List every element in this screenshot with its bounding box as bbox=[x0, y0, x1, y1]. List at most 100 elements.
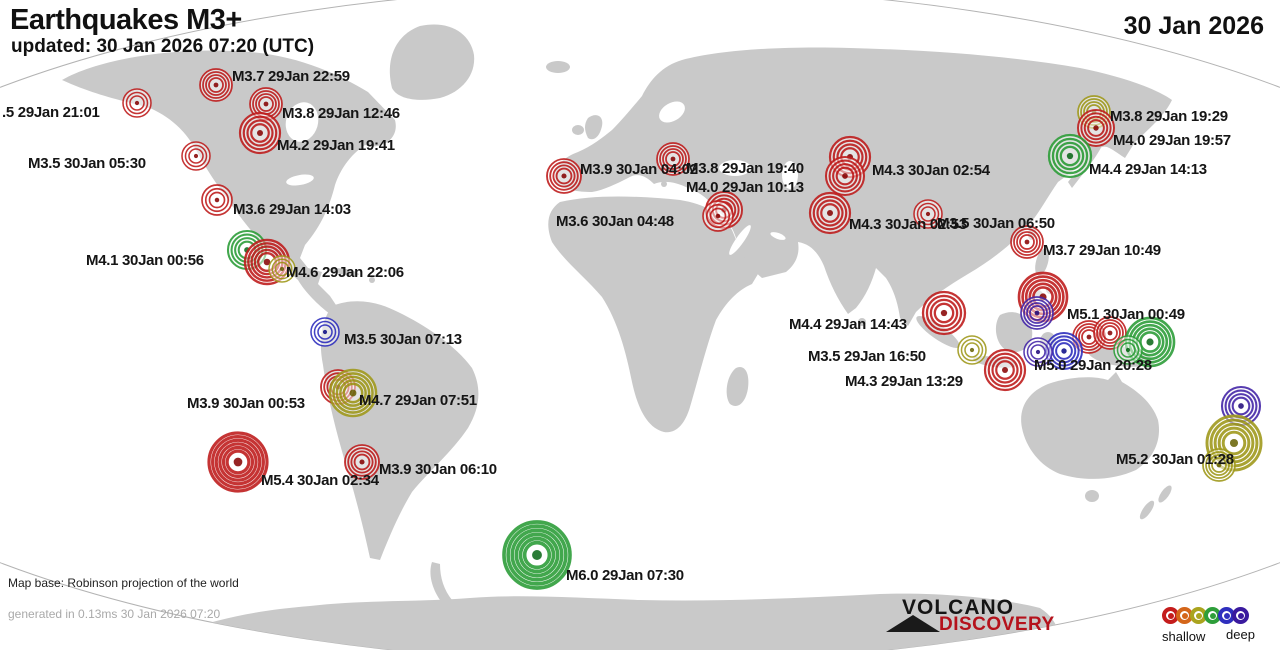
quake-label: .5 29Jan 21:01 bbox=[2, 104, 100, 121]
quake-marker[interactable] bbox=[238, 111, 282, 155]
island-tasmania bbox=[1085, 490, 1099, 502]
legend-rings bbox=[1162, 607, 1249, 625]
quake-label: M3.5 30Jan 07:13 bbox=[344, 331, 462, 348]
continent-africa bbox=[548, 196, 758, 433]
quake-marker[interactable] bbox=[1202, 448, 1236, 482]
quake-marker[interactable] bbox=[344, 444, 380, 480]
quake-marker[interactable] bbox=[1047, 133, 1093, 179]
quake-label: M3.9 30Jan 00:53 bbox=[187, 395, 305, 412]
quake-marker[interactable] bbox=[1113, 335, 1143, 365]
quake-marker[interactable] bbox=[921, 290, 967, 336]
quake-marker[interactable] bbox=[1205, 414, 1263, 472]
quake-marker[interactable] bbox=[207, 431, 269, 493]
quake-marker[interactable] bbox=[808, 191, 852, 235]
quake-label: M3.5 30Jan 05:30 bbox=[28, 155, 146, 172]
island-sri-lanka bbox=[858, 318, 866, 326]
quake-label: M4.0 29Jan 10:13 bbox=[686, 179, 804, 196]
continent-eurasia bbox=[555, 47, 1172, 326]
quake-label: M3.7 29Jan 22:59 bbox=[232, 68, 350, 85]
islands-philippines bbox=[1035, 248, 1049, 276]
continent-greenland bbox=[389, 24, 475, 100]
quake-marker[interactable] bbox=[502, 520, 572, 590]
quake-label: M5.0 29Jan 20:28 bbox=[1034, 357, 1152, 374]
sea-hudson-bay bbox=[285, 102, 319, 142]
depth-legend: shallow deep bbox=[1160, 607, 1272, 649]
quake-marker[interactable] bbox=[957, 335, 987, 365]
volcano-triangle-icon bbox=[886, 615, 940, 632]
continent-south-america bbox=[320, 301, 479, 560]
continents bbox=[0, 24, 1172, 650]
quake-label: M3.8 29Jan 19:29 bbox=[1110, 108, 1228, 125]
quake-marker[interactable] bbox=[1045, 332, 1083, 370]
page-title: Earthquakes M3+ bbox=[10, 4, 242, 36]
quake-marker[interactable] bbox=[268, 255, 296, 283]
quake-label: M3.9 30Jan 06:10 bbox=[379, 461, 497, 478]
continent-antarctica bbox=[150, 593, 1061, 650]
quake-marker[interactable] bbox=[983, 348, 1027, 392]
island-cuba bbox=[331, 268, 359, 276]
sea-black bbox=[719, 160, 751, 176]
quake-label: M3.6 30Jan 04:48 bbox=[556, 213, 674, 230]
quake-marker[interactable] bbox=[913, 199, 943, 229]
quake-marker[interactable] bbox=[1077, 109, 1115, 147]
island-sicily bbox=[661, 181, 667, 187]
quake-marker[interactable] bbox=[199, 68, 233, 102]
quake-marker[interactable] bbox=[243, 238, 291, 286]
continent-australia bbox=[1021, 372, 1160, 479]
antarctic-peninsula bbox=[430, 562, 452, 600]
logo-discovery-text: DISCOVERY bbox=[939, 614, 1055, 635]
sea-caspian bbox=[782, 161, 798, 189]
legend-shallow-label: shallow bbox=[1162, 629, 1206, 644]
quake-label: M3.8 29Jan 19:40 bbox=[686, 160, 804, 177]
quake-label: M4.3 30Jan 02:53 bbox=[849, 216, 967, 233]
island-great-britain bbox=[585, 115, 603, 140]
quake-label: M4.4 29Jan 14:13 bbox=[1089, 161, 1207, 178]
island-iceland bbox=[546, 61, 570, 73]
quake-marker[interactable] bbox=[546, 158, 582, 194]
antarctica-corner bbox=[0, 623, 87, 650]
legend-depth-ring bbox=[1204, 607, 1221, 624]
generated-note: generated in 0.13ms 30 Jan 2026 07:20 bbox=[8, 607, 221, 621]
quake-marker[interactable] bbox=[1023, 337, 1053, 367]
quake-label: M3.9 30Jan 04:02 bbox=[580, 161, 698, 178]
island-ireland bbox=[572, 125, 584, 135]
quake-marker[interactable] bbox=[656, 142, 690, 176]
quake-label: M5.2 30Jan 01:28 bbox=[1116, 451, 1234, 468]
logo-volcano-text: VOLCANO bbox=[902, 596, 1014, 619]
quake-label: M6.0 29Jan 07:30 bbox=[566, 567, 684, 584]
island-hispaniola bbox=[369, 277, 375, 283]
quake-label: M4.3 29Jan 13:29 bbox=[845, 373, 963, 390]
legend-depth-ring bbox=[1232, 607, 1249, 624]
quake-marker[interactable] bbox=[328, 368, 378, 418]
gulf-persian bbox=[770, 232, 786, 240]
sea-red bbox=[729, 225, 751, 255]
quake-label: M3.7 29Jan 10:49 bbox=[1043, 242, 1161, 259]
quake-marker[interactable] bbox=[702, 200, 734, 232]
quake-marker[interactable] bbox=[201, 184, 233, 216]
quake-label: M5.1 30Jan 00:49 bbox=[1067, 306, 1185, 323]
quake-label: M4.4 29Jan 14:43 bbox=[789, 316, 907, 333]
quake-label: M4.6 29Jan 22:06 bbox=[286, 264, 404, 281]
lakes-great-lakes bbox=[286, 174, 314, 186]
quake-label: M4.7 29Jan 07:51 bbox=[359, 392, 477, 409]
quake-label: M4.2 29Jan 19:41 bbox=[277, 137, 395, 154]
quake-marker[interactable] bbox=[122, 88, 152, 118]
quake-label: M3.6 29Jan 14:03 bbox=[233, 201, 351, 218]
quake-marker[interactable] bbox=[1010, 225, 1044, 259]
sea-baltic bbox=[659, 101, 685, 123]
map-date: 30 Jan 2026 bbox=[1123, 12, 1264, 40]
quake-label: M4.3 30Jan 02:54 bbox=[872, 162, 990, 179]
markers-layer bbox=[122, 68, 1263, 590]
updated-timestamp: updated: 30 Jan 2026 07:20 (UTC) bbox=[11, 36, 315, 57]
island-nz-south bbox=[1139, 500, 1155, 520]
quake-marker[interactable] bbox=[824, 155, 866, 197]
quake-marker[interactable] bbox=[1020, 296, 1054, 330]
quake-marker[interactable] bbox=[310, 317, 340, 347]
quake-label: M3.8 29Jan 12:46 bbox=[282, 105, 400, 122]
quake-marker[interactable] bbox=[181, 141, 211, 171]
quake-label: M5.4 30Jan 02:34 bbox=[261, 472, 379, 489]
legend-deep-label: deep bbox=[1226, 627, 1255, 642]
quake-label: M3.5 30Jan 06:50 bbox=[937, 215, 1055, 232]
